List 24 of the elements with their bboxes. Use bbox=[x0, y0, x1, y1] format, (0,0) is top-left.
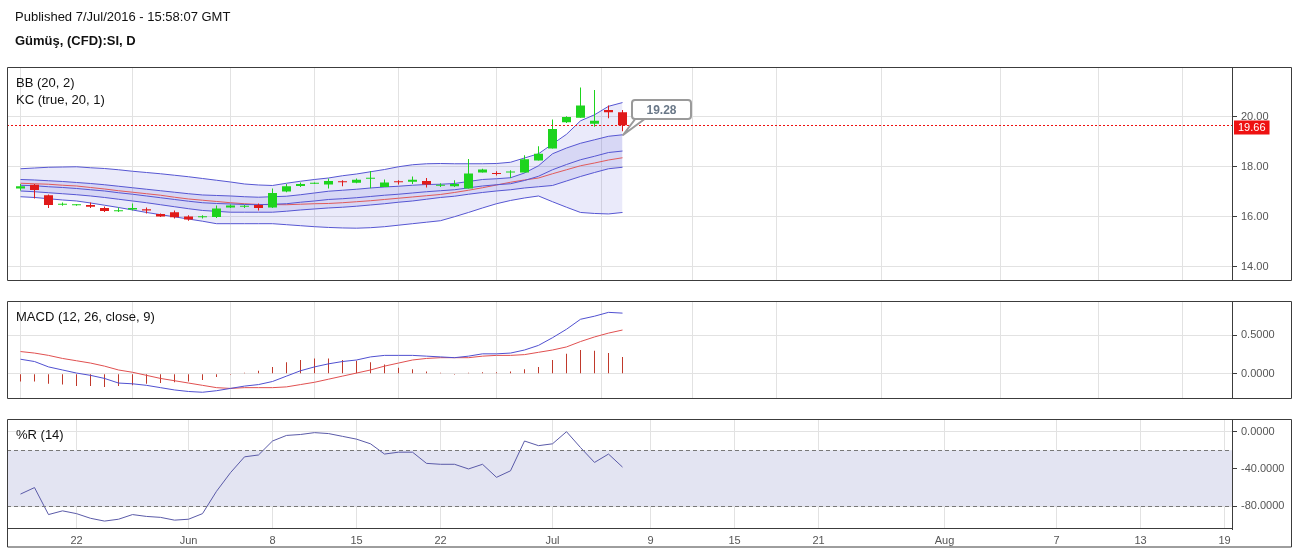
x-tick-label: 13 bbox=[1134, 533, 1147, 546]
y-tick-label: -40.0000 bbox=[1241, 461, 1285, 474]
x-tick-label: 15 bbox=[350, 533, 363, 546]
x-tick-label: Jun bbox=[179, 533, 198, 546]
x-tick-label: 19 bbox=[1218, 533, 1231, 546]
x-tick-label: 7 bbox=[1053, 533, 1060, 546]
callout-bubble: 19.28 bbox=[621, 98, 693, 137]
x-tick-label: Jul bbox=[545, 533, 560, 546]
text: MACD (12, 26, close, 9) bbox=[16, 309, 155, 325]
x-tick-label: 21 bbox=[812, 533, 825, 546]
chart-title: Gümüş, (CFD):SI, D bbox=[15, 32, 136, 50]
x-tick-label: 8 bbox=[269, 533, 276, 546]
text: %R (14) bbox=[16, 427, 64, 443]
annotation: KC (true, 20, 1) bbox=[16, 92, 105, 108]
x-tick-label: 22 bbox=[434, 533, 447, 546]
annotation: BB (20, 2) bbox=[16, 75, 75, 91]
x-tick-label: 15 bbox=[728, 533, 741, 546]
y-tick-label: -80.0000 bbox=[1241, 499, 1285, 512]
x-tick-label: 22 bbox=[70, 533, 83, 546]
annotation: 19.28 bbox=[645, 102, 677, 117]
x-tick-label: 9 bbox=[647, 533, 654, 546]
chart-subtitle: Published 7/Jul/2016 - 15:58:07 GMT bbox=[15, 8, 231, 26]
x-tick-label: Aug bbox=[934, 533, 955, 546]
y-tick-label: 0.0000 bbox=[1241, 424, 1275, 437]
